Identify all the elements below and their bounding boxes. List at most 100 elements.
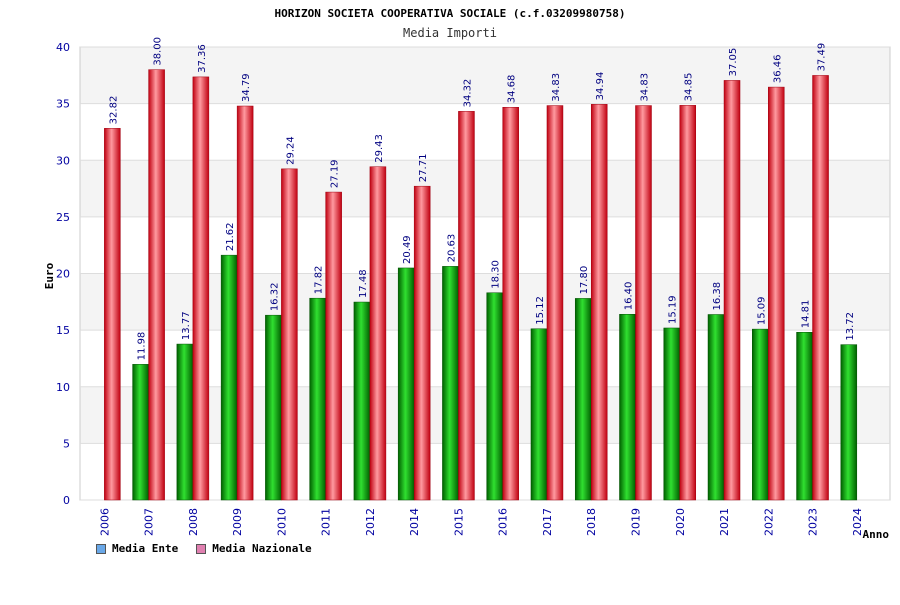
bar-media-ente-2010 [265,314,282,501]
x-axis: 2006 2007 2008 2009 2010 2011 2012 2014 2015 2016… [98,508,863,536]
x-tick-label: 2012 [364,508,377,536]
data-label-media-nazionale-2017: 34.83 [551,73,562,102]
x-tick-label: 2019 [629,508,642,536]
bar-media-ente-2018 [574,298,592,501]
x-tick-label: 2023 [807,508,820,536]
data-label-media-ente-2022: 15.09 [756,296,767,325]
x-tick-label: 2021 [718,508,731,536]
data-label-media-ente-2012: 17.48 [358,269,369,298]
bar-media-nazionale-2021 [723,80,741,501]
bar-media-ente-2014 [397,267,415,501]
data-label-media-nazionale-2022: 36.46 [772,54,783,83]
legend: Media Ente Media Nazionale [96,542,312,555]
legend-label-media-ente: Media Ente [112,542,179,555]
bar-media-nazionale-2012 [369,166,387,501]
legend-swatch-media-nazionale [196,543,207,554]
data-label-media-nazionale-2023: 37.49 [817,43,828,72]
data-label-media-nazionale-2011: 27.19 [330,159,341,188]
y-tick-label: 0 [63,494,70,507]
legend-label-media-nazionale: Media Nazionale [212,542,312,555]
bar-media-nazionale-2023 [812,75,829,501]
x-tick-label: 2020 [674,508,687,536]
bar-media-nazionale-2015 [458,111,475,501]
bar-media-ente-2023 [796,332,813,501]
y-tick-label: 10 [56,381,70,394]
data-label-media-ente-2016: 18.30 [491,260,502,289]
plot-band [80,47,890,104]
data-label-media-nazionale-2010: 29.24 [285,136,296,165]
y-tick-label: 5 [63,437,70,450]
x-tick-label: 2010 [275,508,288,536]
plot-band [80,216,890,274]
y-tick-label: 15 [56,324,70,337]
x-tick-label: 2016 [497,508,510,536]
data-label-media-ente-2018: 17.80 [579,266,590,295]
data-label-media-ente-2023: 14.81 [801,300,812,329]
data-label-media-ente-2017: 15.12 [535,296,546,325]
data-label-media-nazionale-2008: 37.36 [197,44,208,73]
x-tick-label: 2022 [762,508,775,536]
bar-media-ente-2009 [220,254,238,501]
bar-media-ente-2007 [132,364,149,501]
data-label-media-ente-2008: 13.77 [181,311,192,340]
data-label-media-ente-2020: 15.19 [668,295,679,324]
legend-item-media-ente: Media Ente [96,542,178,555]
data-label-media-ente-2015: 20.63 [446,234,457,263]
data-label-media-ente-2010: 16.32 [269,283,280,312]
x-tick-label: 2014 [408,508,421,536]
bar-media-ente-2011 [309,297,326,501]
x-tick-label: 2024 [851,508,864,536]
x-tick-label: 2018 [585,508,598,536]
bar-media-ente-2016 [486,292,503,501]
x-tick-label: 2017 [541,508,554,536]
bar-media-nazionale-2014 [413,185,431,501]
legend-swatch-media-ente [96,543,106,554]
y-tick-label: 40 [56,41,70,54]
chart-title: HORIZON SOCIETA COOPERATIVA SOCIALE (c.f… [275,7,626,20]
bar-media-ente-2020 [663,327,681,501]
bar-media-nazionale-2017 [546,105,564,501]
data-label-media-ente-2021: 16.38 [712,282,723,311]
data-label-media-ente-2007: 11.98 [137,332,148,361]
bar-media-nazionale-2020 [679,105,697,501]
data-label-media-nazionale-2020: 34.85 [684,73,695,102]
bar-media-ente-2021 [707,314,725,501]
plot-band [80,273,890,331]
x-tick-label: 2006 [98,508,111,536]
x-tick-label: 2011 [320,508,333,536]
bar-media-ente-2017 [530,328,548,501]
x-axis-label: Anno [863,528,890,541]
data-label-media-nazionale-2019: 34.83 [639,73,650,102]
y-axis-label: Euro [43,262,56,289]
data-label-media-nazionale-2016: 34.68 [507,75,518,104]
data-label-media-nazionale-2014: 27.71 [418,154,429,183]
data-label-media-nazionale-2021: 37.05 [728,48,739,77]
x-tick-label: 2008 [187,508,200,536]
data-label-media-nazionale-2018: 34.94 [595,72,606,101]
bar-media-nazionale-2011 [325,191,342,501]
data-label-media-ente-2009: 21.62 [225,223,236,252]
y-tick-label: 35 [56,98,70,111]
data-label-media-ente-2011: 17.82 [314,266,325,295]
bars [104,69,858,501]
data-label-media-ente-2019: 16.40 [623,282,634,311]
bar-media-ente-2022 [752,328,769,501]
chart-subtitle: Media Importi [403,26,497,40]
bar-labels: 32.82 11.98 38.00 13.77 37.36 21.62 34.79 16.32… [108,37,855,360]
data-label-media-nazionale-2015: 34.32 [462,79,473,108]
x-tick-label: 2007 [143,508,156,536]
bar-media-ente-2019 [619,314,636,501]
legend-item-media-nazionale: Media Nazionale [196,542,312,555]
data-label-media-nazionale-2006: 32.82 [108,96,119,125]
y-tick-label: 30 [56,154,70,167]
x-tick-label: 2015 [452,508,465,536]
y-tick-label: 25 [56,211,70,224]
plot-band [80,103,890,161]
plot-band [80,160,890,217]
bar-media-nazionale-2019 [635,105,652,501]
bar-media-ente-2015 [442,266,459,501]
y-axis: 0 5 10 15 20 25 30 35 40 [56,41,70,507]
bar-media-ente-2012 [353,301,371,501]
